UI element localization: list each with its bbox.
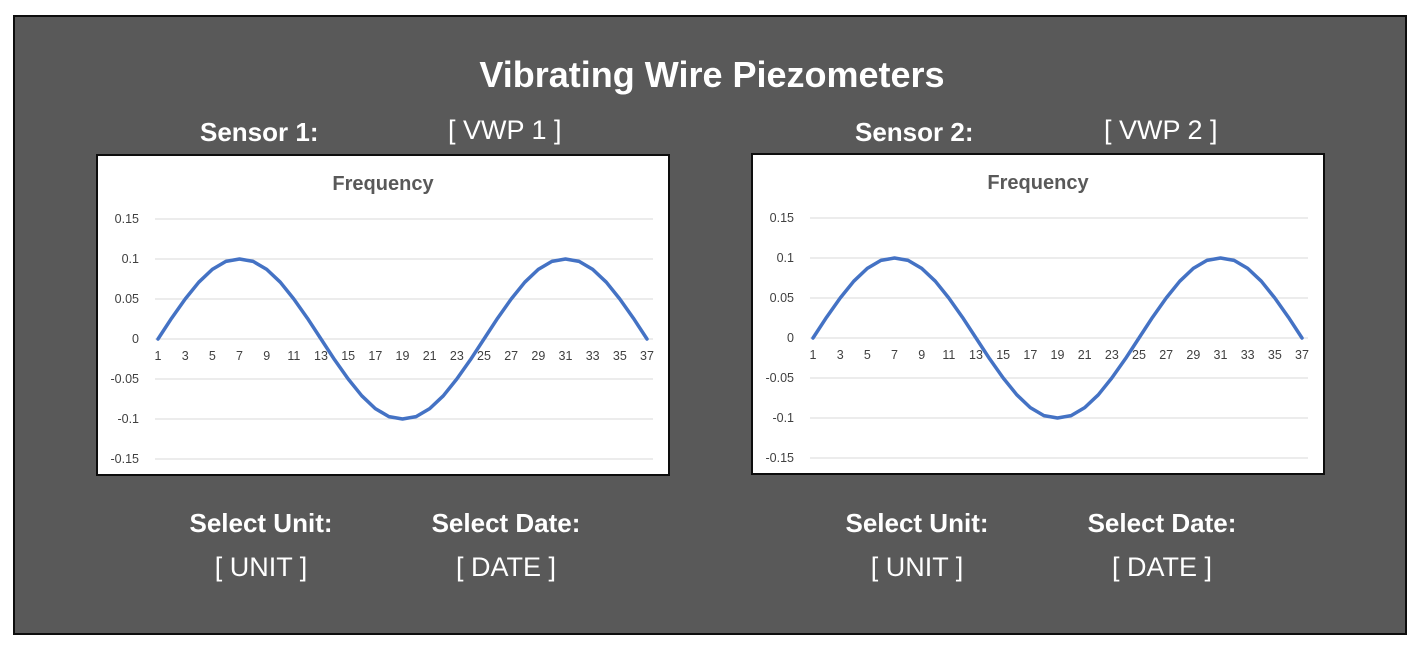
sensor-1-date-selector[interactable]: [ DATE ] [455,552,557,582]
x-tick-label: 29 [531,349,545,363]
y-tick-label: 0 [132,332,139,346]
x-tick-label: 11 [942,348,955,362]
sensor-2-label: Sensor 2: [855,117,974,147]
x-tick-label: 19 [396,349,410,363]
x-tick-label: 37 [1295,348,1309,362]
x-tick-label: 25 [1132,348,1146,362]
x-tick-label: 25 [477,349,491,363]
y-tick-label: 0.05 [115,292,139,306]
y-tick-label: 0.05 [770,291,794,305]
y-tick-label: -0.1 [117,412,139,426]
frequency-chart-2: Frequency 0.15 0.1 0.05 0 -0.05 -0.1 -0.15 1 3 5 7 9… [751,153,1325,475]
chart-title: Frequency [332,173,434,195]
x-tick-label: 33 [586,349,600,363]
x-tick-label: 11 [287,349,300,363]
sensor-1-label: Sensor 1: [200,117,319,147]
x-tick-label: 17 [1023,348,1037,362]
x-tick-label: 9 [918,348,925,362]
x-tick-label: 21 [423,349,437,363]
sensor-2-unit-selector[interactable]: [ UNIT ] [870,552,964,582]
chart-title: Frequency [987,172,1089,194]
y-tick-label: 0.15 [115,212,139,226]
x-tick-label: 21 [1078,348,1092,362]
x-tick-label: 1 [810,348,817,362]
y-tick-label: -0.15 [111,452,140,466]
x-tick-label: 33 [1241,348,1255,362]
x-tick-label: 9 [263,349,270,363]
x-tick-label: 27 [504,349,518,363]
y-tick-label: -0.15 [766,451,795,465]
sensor-2-date-selector[interactable]: [ DATE ] [1111,552,1213,582]
sensor-1-selector[interactable]: [ VWP 1 ] [448,115,562,145]
x-tick-label: 15 [341,349,355,363]
sensor-2-unit-label: Select Unit: [845,508,989,538]
x-tick-label: 27 [1159,348,1173,362]
x-tick-label: 23 [1105,348,1119,362]
series-line [811,256,1304,420]
x-tick-label: 15 [996,348,1010,362]
series-line [156,257,649,421]
page-title: Vibrating Wire Piezometers [479,54,945,95]
y-tick-label: 0.1 [122,252,139,266]
x-tick-label: 3 [182,349,189,363]
x-tick-label: 17 [368,349,382,363]
y-tick-label: -0.05 [111,372,140,386]
x-tick-label: 23 [450,349,464,363]
x-tick-label: 31 [559,349,573,363]
x-tick-label: 7 [236,349,243,363]
x-tick-label: 13 [314,349,328,363]
x-tick-label: 19 [1051,348,1065,362]
x-tick-label: 29 [1186,348,1200,362]
sensor-2-selector[interactable]: [ VWP 2 ] [1104,115,1218,145]
x-tick-label: 1 [155,349,162,363]
y-tick-label: 0.15 [770,211,794,225]
sensor-1-date-label: Select Date: [431,508,581,538]
x-tick-label: 3 [837,348,844,362]
x-tick-label: 7 [891,348,898,362]
y-tick-label: 0 [787,331,794,345]
y-tick-label: 0.1 [777,251,794,265]
x-tick-label: 5 [864,348,871,362]
x-tick-label: 37 [640,349,654,363]
x-tick-label: 35 [1268,348,1282,362]
frequency-chart-1: Frequency 0.15 0.1 0.05 0 -0.05 -0.1 -0.15 1 3 5 7 9… [96,154,670,476]
x-tick-label: 5 [209,349,216,363]
sensor-1-unit-label: Select Unit: [189,508,333,538]
x-tick-label: 13 [969,348,983,362]
x-tick-label: 31 [1214,348,1228,362]
x-tick-label: 35 [613,349,627,363]
y-tick-label: -0.1 [772,411,794,425]
sensor-2-date-label: Select Date: [1087,508,1237,538]
y-tick-label: -0.05 [766,371,795,385]
sensor-1-unit-selector[interactable]: [ UNIT ] [214,552,308,582]
